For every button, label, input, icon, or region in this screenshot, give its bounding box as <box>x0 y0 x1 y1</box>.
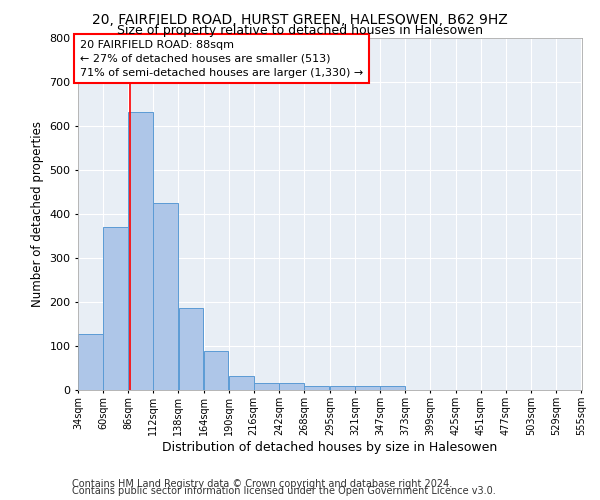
Bar <box>304 386 329 390</box>
Text: 20 FAIRFIELD ROAD: 88sqm
← 27% of detached houses are smaller (513)
71% of semi-: 20 FAIRFIELD ROAD: 88sqm ← 27% of detach… <box>80 40 363 78</box>
Bar <box>279 384 304 390</box>
Y-axis label: Number of detached properties: Number of detached properties <box>31 120 44 306</box>
Text: Size of property relative to detached houses in Halesowen: Size of property relative to detached ho… <box>117 24 483 37</box>
Bar <box>203 351 229 390</box>
Bar <box>254 382 278 390</box>
Text: Contains public sector information licensed under the Open Government Licence v3: Contains public sector information licen… <box>72 486 496 496</box>
Bar <box>330 386 355 390</box>
Bar <box>380 386 405 390</box>
Text: Contains HM Land Registry data © Crown copyright and database right 2024.: Contains HM Land Registry data © Crown c… <box>72 479 452 489</box>
Bar <box>179 308 203 390</box>
Bar <box>103 227 128 390</box>
Bar <box>229 376 254 390</box>
Text: 20, FAIRFIELD ROAD, HURST GREEN, HALESOWEN, B62 9HZ: 20, FAIRFIELD ROAD, HURST GREEN, HALESOW… <box>92 12 508 26</box>
Bar <box>128 112 153 390</box>
X-axis label: Distribution of detached houses by size in Halesowen: Distribution of detached houses by size … <box>163 440 497 454</box>
Bar <box>78 334 103 390</box>
Bar <box>355 386 380 390</box>
Bar <box>154 202 178 390</box>
